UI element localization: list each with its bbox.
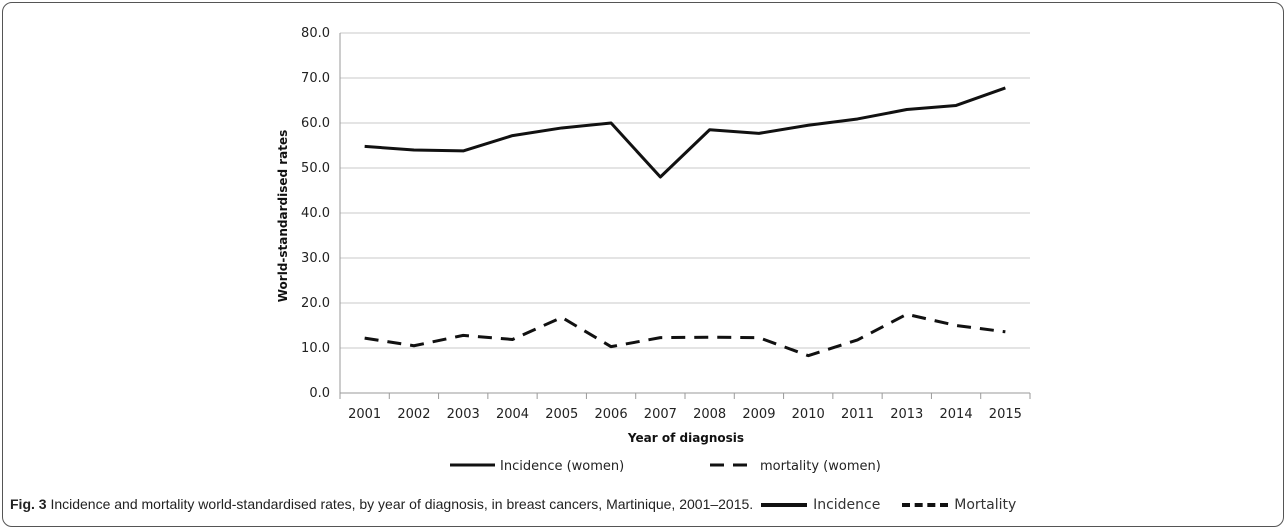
caption-legend-mortality: Mortality: [902, 497, 1016, 513]
x-tick-label: 2010: [792, 407, 825, 422]
y-tick-label: 70.0: [301, 71, 330, 86]
x-tick-label: 2002: [397, 407, 430, 422]
caption-text: Incidence and mortality world-standardis…: [50, 496, 754, 512]
series-lines: [364, 86, 1006, 358]
y-tick-label: 20.0: [301, 296, 330, 311]
line-chart: 0.0 10.0 20.0 30.0 40.0 50.0 60.0 70.0 80.0 2001 2…: [276, 26, 1031, 474]
y-tick-label: 30.0: [301, 251, 330, 266]
y-tick-label: 0.0: [309, 386, 330, 401]
y-tick-label: 10.0: [301, 341, 330, 356]
y-tick-label: 50.0: [301, 161, 330, 176]
x-tick-label: 2005: [545, 407, 578, 422]
x-tick-label: 2004: [496, 407, 529, 422]
dashed-line-icon: [902, 503, 949, 507]
x-tick-label: 2014: [940, 407, 973, 422]
y-tick-label: 40.0: [301, 206, 330, 221]
x-tick-label: 2008: [693, 407, 726, 422]
y-tick-label: 80.0: [301, 26, 330, 41]
x-tick-label: 2007: [644, 407, 677, 422]
solid-line-icon: [761, 503, 808, 507]
y-tick-label: 60.0: [301, 116, 330, 131]
y-axis-title: World-standardised rates: [276, 130, 290, 303]
x-tick-label: 2001: [348, 407, 381, 422]
x-tick-label: 2015: [989, 407, 1022, 422]
x-axis-title: Year of diagnosis: [627, 431, 744, 445]
x-tick-label: 2011: [841, 407, 874, 422]
incidence-series-line: [364, 86, 1006, 179]
x-tick-label: 2006: [595, 407, 628, 422]
mortality-series-line: [364, 312, 1006, 358]
x-tick-label: 2013: [890, 407, 923, 422]
x-tick-label: 2009: [742, 407, 775, 422]
figure-label: Fig. 3: [10, 496, 47, 512]
gridlines: [340, 32, 1030, 349]
figure-caption: Fig. 3 Incidence and mortality world-sta…: [10, 496, 1285, 513]
caption-legend-label: Mortality: [954, 497, 1017, 513]
axes: 0.0 10.0 20.0 30.0 40.0 50.0 60.0 70.0 80.0 2001 2…: [301, 26, 1031, 422]
caption-legend-label: Incidence: [813, 497, 881, 513]
chart-legend: Incidence (women) mortality (women): [450, 459, 881, 474]
legend-label: Incidence (women): [500, 459, 624, 474]
legend-label: mortality (women): [760, 459, 881, 474]
x-tick-label: 2003: [447, 407, 480, 422]
caption-legend-incidence: Incidence: [761, 497, 880, 513]
